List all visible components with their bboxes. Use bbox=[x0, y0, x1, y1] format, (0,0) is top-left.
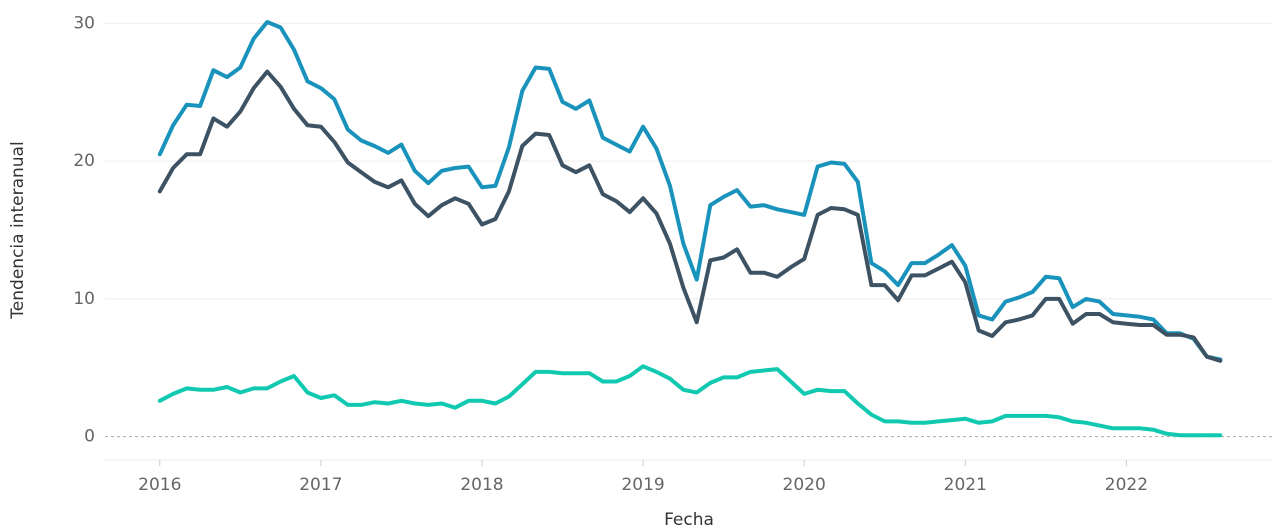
line-series bbox=[157, 20, 1223, 362]
line-series bbox=[157, 69, 1223, 363]
y-tick-label: 20 bbox=[73, 151, 95, 171]
line-series bbox=[157, 364, 1223, 438]
x-axis-label: Fecha bbox=[664, 510, 714, 530]
x-tick-label: 2020 bbox=[783, 475, 826, 495]
y-tick-label: 0 bbox=[84, 427, 95, 447]
y-tick-label: 30 bbox=[73, 13, 95, 33]
y-tick-label: 10 bbox=[73, 289, 95, 309]
x-tick-label: 2021 bbox=[944, 475, 987, 495]
x-tick-label: 2018 bbox=[460, 475, 503, 495]
x-tick-label: 2022 bbox=[1105, 475, 1148, 495]
x-tick-label: 2019 bbox=[621, 475, 664, 495]
y-axis-label: Tendencia interanual bbox=[8, 141, 28, 319]
x-tick-label: 2017 bbox=[299, 475, 342, 495]
x-tick-label: 2016 bbox=[138, 475, 181, 495]
